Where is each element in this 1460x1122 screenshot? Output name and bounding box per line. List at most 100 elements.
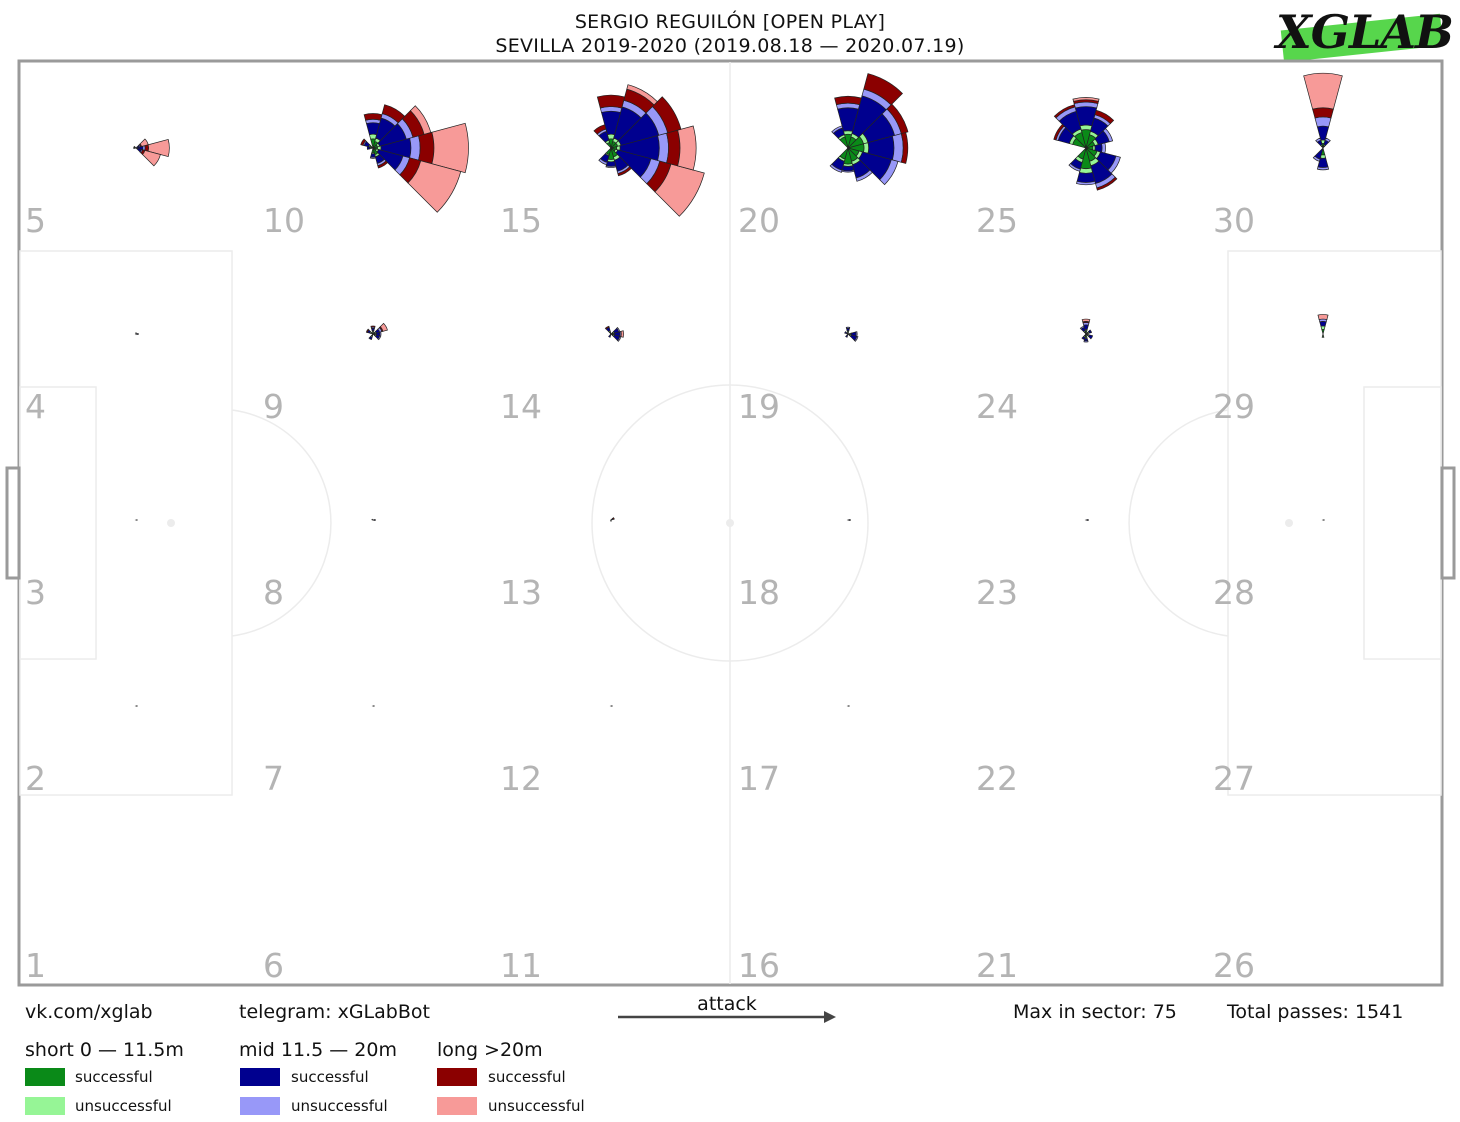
rose-25-sector-30-mid_unsuccessful xyxy=(1102,127,1114,143)
rose-15-sector-120-long_successful xyxy=(593,124,607,135)
site-link[interactable]: vk.com/xglab xyxy=(25,1001,153,1023)
zone-label-22: 22 xyxy=(976,759,1018,798)
rose-10-sector-0-long_successful xyxy=(418,131,435,165)
rose-30-sector-90-mid_unsuccessful xyxy=(1314,116,1332,128)
rose-25-sector-0-mid_successful xyxy=(1094,143,1103,153)
rose-19-sector-90-mid_unsuccessful xyxy=(845,326,851,329)
rose-20-sector-30-long_successful xyxy=(886,103,909,135)
rose-30-sector--90-mid_unsuccessful xyxy=(1316,166,1330,171)
rose-24-sector--90-mid_unsuccessful xyxy=(1083,340,1089,343)
rose-10-sector-30-long_unsuccessful xyxy=(409,105,432,135)
attack-arrow-icon xyxy=(618,1011,836,1023)
rose-29-sector--90-short_unsuccessful xyxy=(1321,335,1325,338)
zone-label-17: 17 xyxy=(738,759,780,798)
rose-10-sector-60-long_successful xyxy=(381,104,406,124)
pass-roses xyxy=(133,72,1343,707)
legend-mid-title: mid 11.5 — 20m xyxy=(239,1039,397,1061)
zone-label-24: 24 xyxy=(976,387,1018,426)
rose-zone-3 xyxy=(134,519,138,521)
zone-label-7: 7 xyxy=(263,759,284,798)
rose-20-sector--90-mid_successful xyxy=(841,165,855,172)
zone-label-4: 4 xyxy=(25,387,46,426)
rose-25-sector--60-long_successful xyxy=(1096,176,1118,191)
zone-labels: 5 10 15 20 25 304 9 14 19 24 293 8 13 18 23 282 7 12 17 22 2… xyxy=(25,201,1255,985)
zone-label-25: 25 xyxy=(976,201,1018,240)
rose-24-sector--30-mid_successful xyxy=(1087,334,1094,340)
rose-9-sector--120-mid_successful xyxy=(368,335,373,340)
zone-label-20: 20 xyxy=(738,201,780,240)
zone-label-29: 29 xyxy=(1213,387,1255,426)
rose-9-sector-90-long_successful xyxy=(370,325,376,328)
rose-30-sector-120-mid_unsuccessful xyxy=(1315,137,1322,143)
rose-zone-24 xyxy=(1079,318,1094,343)
rose-15-sector--30-long_unsuccessful xyxy=(654,163,705,217)
center-circle xyxy=(591,384,869,662)
rose-zone-30 xyxy=(1303,72,1343,171)
rose-20-sector--30-mid_unsuccessful xyxy=(879,159,899,186)
rose-9-sector-0-mid_unsuccessful xyxy=(379,331,382,337)
rose-19-sector--30-mid_unsuccessful xyxy=(854,335,859,342)
rose-24-sector-90-long_unsuccessful xyxy=(1081,318,1091,323)
rose-15-sector-0-long_successful xyxy=(666,129,681,167)
right-goal xyxy=(1440,466,1456,580)
rose-30-sector--120-mid_unsuccessful xyxy=(1312,155,1321,162)
zone-label-15: 15 xyxy=(500,201,542,240)
rose-9-sector-150-long_successful xyxy=(365,328,370,333)
rose-zone-10 xyxy=(360,104,469,213)
rose-25-sector-150-long_successful xyxy=(1053,123,1065,141)
rose-zone-8 xyxy=(371,518,376,522)
rose-zone-18 xyxy=(846,518,851,522)
pitch-chart: 5 10 15 20 25 304 9 14 19 24 293 8 13 18 23 282 7 12 17 22 2… xyxy=(5,59,1456,987)
rose-8-sector-150-short_successful xyxy=(371,518,375,521)
rose-4-sector-90-short_successful xyxy=(135,332,137,336)
attack-direction: attack xyxy=(616,992,838,1028)
rose-25-sector--30-mid_unsuccessful xyxy=(1107,155,1121,174)
rose-25-sector--90-mid_unsuccessful xyxy=(1076,180,1096,186)
rose-zone-15 xyxy=(593,84,705,217)
legend-short-successful-label: successful xyxy=(75,1068,153,1086)
right-penalty-spot xyxy=(1285,519,1293,527)
zone-label-2: 2 xyxy=(25,759,46,798)
rose-25-sector-90-short_unsuccessful xyxy=(1079,124,1093,131)
title-line-2: SEVILLA 2019-2020 (2019.08.18 — 2020.07.… xyxy=(495,35,965,57)
rose-10-sector-180-mid_successful xyxy=(366,146,371,150)
rose-zone-28 xyxy=(1321,519,1325,521)
rose-10-sector-0-long_unsuccessful xyxy=(431,122,469,174)
rose-10-sector-90-long_successful xyxy=(363,113,383,121)
zone-label-1: 1 xyxy=(25,946,46,985)
right-penalty-arc xyxy=(1128,409,1229,637)
left-six-yard-box xyxy=(19,386,97,660)
rose-14-sector--120-mid_successful xyxy=(608,334,612,338)
telegram-link[interactable]: telegram: xGLabBot xyxy=(239,1001,430,1023)
rose-15-sector--120-mid_unsuccessful xyxy=(598,158,608,166)
zone-label-3: 3 xyxy=(25,573,46,612)
left-penalty-box xyxy=(19,250,233,796)
legend-short-title: short 0 — 11.5m xyxy=(25,1039,184,1061)
legend-mid-unsuccessful-label: unsuccessful xyxy=(291,1097,388,1115)
left-penalty-arc xyxy=(231,409,332,637)
rose-17-sector-0-short_successful xyxy=(846,705,850,707)
rose-20-sector-0-short_unsuccessful xyxy=(863,142,870,154)
rose-14-sector-30-mid_unsuccessful xyxy=(616,327,621,333)
rose-7-sector-0-short_successful xyxy=(371,705,375,707)
legend-long-unsuccessful-label: unsuccessful xyxy=(488,1097,585,1115)
rose-zone-17 xyxy=(846,705,850,707)
rose-13-sector-30-long_successful xyxy=(612,517,615,520)
zone-label-27: 27 xyxy=(1213,759,1255,798)
rose-20-sector-0-long_successful xyxy=(900,132,909,164)
zone-label-28: 28 xyxy=(1213,573,1255,612)
rose-13-sector--90-short_successful xyxy=(610,518,612,522)
zone-label-6: 6 xyxy=(263,946,284,985)
rose-15-sector-60-long_unsuccessful xyxy=(626,84,658,106)
rose-20-sector--120-mid_unsuccessful xyxy=(829,163,843,173)
rose-20-sector--60-mid_unsuccessful xyxy=(855,169,873,182)
rose-5-sector-0-long_unsuccessful xyxy=(147,138,170,158)
rose-5-sector-180-short_successful xyxy=(133,146,138,150)
rose-10-sector--60-long_successful xyxy=(377,160,389,169)
rose-20-sector-120-mid_unsuccessful xyxy=(831,125,844,134)
rose-8-sector-0-mid_successful xyxy=(373,518,376,522)
rose-30-sector-60-mid_unsuccessful xyxy=(1324,137,1331,143)
rose-zone-5 xyxy=(133,138,170,167)
zone-label-12: 12 xyxy=(500,759,542,798)
rose-15-sector-0-mid_unsuccessful xyxy=(657,132,669,164)
